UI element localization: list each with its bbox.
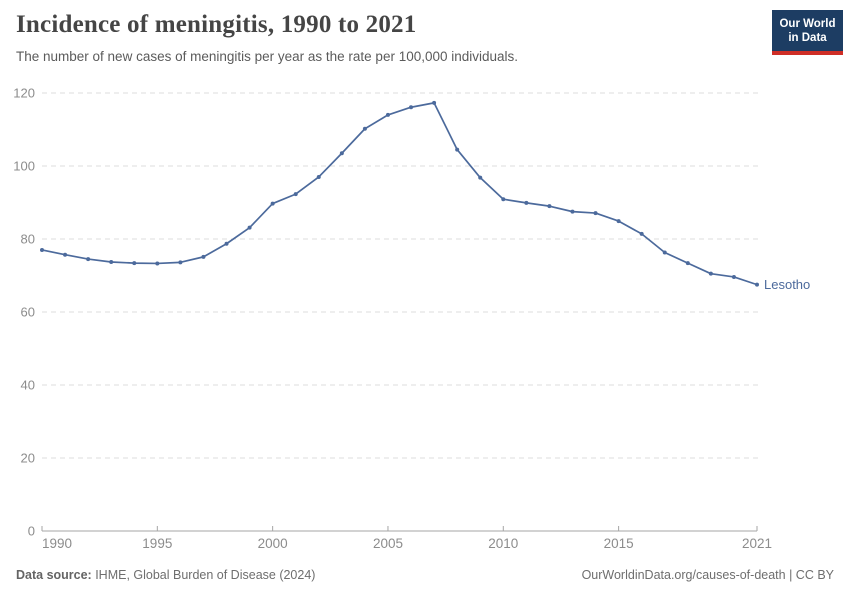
data-point-2007[interactable] [432,100,437,105]
data-point-2013[interactable] [570,209,575,214]
data-source-text: IHME, Global Burden of Disease (2024) [91,568,316,582]
data-point-1997[interactable] [201,254,206,259]
data-point-2021[interactable] [755,282,759,287]
x-tick-label-1990: 1990 [42,536,72,551]
data-point-2016[interactable] [639,231,644,236]
owid-credit-link[interactable]: OurWorldinData.org/causes-of-death | CC … [581,568,834,582]
chart-subtitle: The number of new cases of meningitis pe… [16,49,519,64]
data-point-1995[interactable] [155,261,160,266]
data-point-2011[interactable] [524,200,529,205]
page-title: Incidence of meningitis, 1990 to 2021 [16,11,417,38]
data-point-1996[interactable] [178,260,183,265]
data-source-label: Data source: [16,568,92,582]
y-tick-label-0: 0 [28,524,35,539]
data-point-2015[interactable] [616,219,621,224]
data-point-2008[interactable] [455,147,460,152]
data-point-2005[interactable] [385,112,390,117]
data-point-2001[interactable] [293,192,298,197]
data-point-1993[interactable] [109,259,114,264]
y-tick-label-60: 60 [21,305,35,320]
series-line-lesotho[interactable] [41,102,758,286]
owid-logo-line1: Our World [779,17,836,30]
data-point-2020[interactable] [731,274,736,279]
data-point-2017[interactable] [662,250,667,255]
data-point-2019[interactable] [708,271,713,276]
data-point-1998[interactable] [224,241,229,246]
data-point-2012[interactable] [547,204,552,209]
data-point-1994[interactable] [132,261,137,266]
data-point-2010[interactable] [501,197,506,202]
data-point-2006[interactable] [409,105,414,110]
x-tick-label-2000: 2000 [258,536,288,551]
data-point-2018[interactable] [685,261,690,266]
data-point-2014[interactable] [593,211,598,216]
series-end-label: Lesotho [764,277,810,292]
x-tick-label-2021: 2021 [742,536,772,551]
y-tick-label-40: 40 [21,378,35,393]
y-tick-label-120: 120 [13,86,35,101]
data-point-1992[interactable] [86,257,91,262]
data-source-note: Data source: IHME, Global Burden of Dise… [16,568,315,582]
y-tick-label-100: 100 [13,159,35,174]
data-point-1990[interactable] [40,247,44,252]
owid-logo[interactable]: Our World in Data [772,10,843,55]
data-point-2003[interactable] [339,151,344,156]
data-point-2000[interactable] [270,201,275,206]
x-tick-label-1995: 1995 [142,536,172,551]
data-point-2002[interactable] [316,174,321,179]
data-point-2009[interactable] [478,175,483,180]
x-tick-label-2015: 2015 [604,536,634,551]
x-tick-label-2010: 2010 [488,536,518,551]
y-tick-label-20: 20 [21,451,35,466]
y-tick-label-80: 80 [21,232,35,247]
owid-logo-line2: in Data [788,31,827,44]
x-tick-label-2005: 2005 [373,536,403,551]
data-point-1991[interactable] [63,252,68,257]
data-point-1999[interactable] [247,225,252,230]
data-point-2004[interactable] [362,126,367,131]
